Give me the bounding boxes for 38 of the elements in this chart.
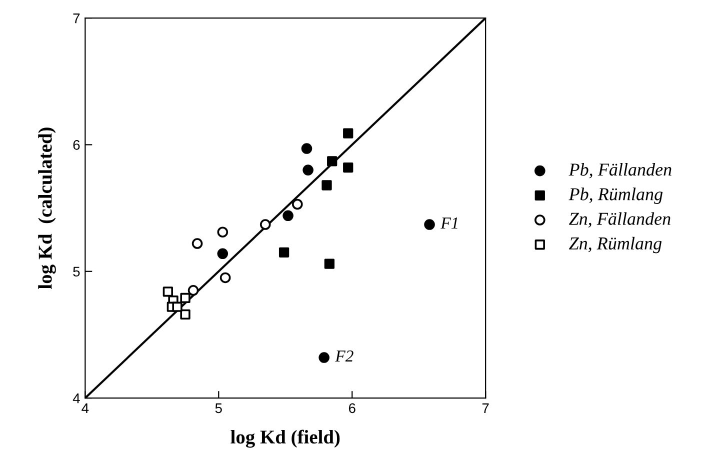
point	[302, 164, 314, 176]
point	[324, 258, 334, 269]
x-tick-label: 5	[215, 403, 222, 414]
point	[162, 286, 173, 297]
legend-label: Pb, Rümlang	[568, 188, 663, 204]
point	[217, 226, 228, 238]
point	[172, 302, 182, 312]
point	[188, 284, 199, 296]
point	[180, 292, 190, 304]
y-tick-label: 7	[73, 14, 80, 24]
point	[192, 238, 203, 249]
legend-label: Pb, Fällanden	[568, 163, 672, 178]
legend-label: Zn, Rümlang	[569, 236, 662, 254]
point	[424, 219, 435, 230]
point	[343, 128, 354, 138]
x-axis-title: log Kd (field)	[230, 430, 340, 448]
y-tick-label: 5	[73, 266, 80, 277]
point	[217, 248, 228, 260]
point	[322, 180, 332, 190]
point	[278, 247, 290, 258]
point	[220, 272, 231, 284]
y-tick-label: 6	[73, 140, 80, 150]
point	[327, 156, 338, 166]
point	[343, 162, 354, 173]
x-tick-label: 7	[482, 403, 489, 413]
annotation: F2	[335, 350, 354, 362]
point	[260, 219, 271, 230]
annotation: F1	[440, 218, 458, 229]
point	[301, 143, 312, 154]
x-tick-label: 6	[348, 403, 356, 414]
y-tick-label: 4	[72, 394, 80, 404]
legend-label: Zn, Fällanden	[569, 212, 670, 228]
point	[318, 352, 330, 363]
x-tick-label: 4	[82, 403, 89, 413]
point	[282, 210, 294, 222]
y-axis-title: log Kd (calculated)	[38, 128, 56, 289]
point	[292, 198, 303, 210]
point	[180, 309, 190, 320]
